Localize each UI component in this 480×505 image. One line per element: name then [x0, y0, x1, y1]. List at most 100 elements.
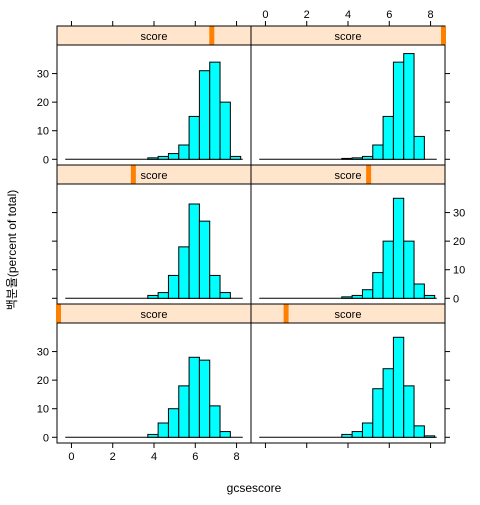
histogram-bar — [341, 296, 353, 299]
histogram-bar — [351, 294, 363, 299]
strip-marker-middle-left — [130, 165, 136, 184]
histogram-bar — [157, 155, 169, 160]
panel-middle-left: score — [56, 164, 252, 305]
x-tick-label: 4 — [345, 9, 351, 21]
histogram-bar — [403, 385, 415, 438]
x-axis-title: gcsescore — [227, 481, 282, 495]
plot-frame-bottom-left — [56, 322, 252, 444]
histogram-bar — [219, 101, 231, 160]
histogram-bar — [178, 144, 190, 160]
x-tick-label: 2 — [110, 451, 116, 463]
histogram-bar — [372, 144, 384, 160]
y-tick-label: 0 — [43, 154, 49, 166]
axes-layer: 0 2 4 6 8 0 2 4 6 8 0 10 20 30 0 10 20 30 0 10 20 30 — [37, 9, 466, 463]
histogram-bar — [372, 272, 384, 299]
histogram-bar — [382, 240, 394, 299]
histogram-bar — [382, 115, 394, 160]
y-tick-label: 20 — [37, 97, 49, 109]
strip-label-bottom-right: score — [335, 309, 362, 321]
histogram-bar — [413, 425, 425, 438]
histogram-bar — [167, 153, 180, 160]
x-tick-label: 2 — [304, 9, 310, 21]
histogram-bar — [392, 336, 405, 438]
panel-middle-right: score — [250, 164, 446, 305]
histogram-bar — [351, 157, 363, 160]
panel-top-right: score — [250, 25, 446, 166]
histogram-bar — [351, 431, 363, 438]
y-tick-label: 20 — [37, 375, 49, 387]
x-tick-label: 4 — [151, 451, 157, 463]
strip-label-bottom-left: score — [141, 309, 168, 321]
histogram-bar — [178, 385, 190, 438]
x-tick-label: 0 — [68, 451, 74, 463]
histogram-bar — [392, 197, 405, 299]
histogram-bar — [361, 289, 374, 299]
strip-marker-top-left — [209, 26, 215, 45]
histogram-bar — [188, 203, 200, 299]
x-tick-label: 8 — [233, 451, 239, 463]
histogram-bar — [209, 61, 221, 160]
panels-layer: score score score score score score — [56, 25, 446, 444]
histogram-bar — [198, 359, 211, 438]
histogram-bar — [372, 388, 384, 438]
histogram-bar — [361, 155, 374, 160]
histogram-bar — [423, 294, 436, 299]
histogram-bar — [167, 408, 180, 438]
histogram-bar — [413, 135, 425, 160]
panel-bottom-right: score — [250, 303, 446, 444]
histogram-bar — [382, 368, 394, 438]
histogram-bar — [413, 283, 425, 299]
y-tick-label: 20 — [453, 236, 465, 248]
histogram-bar — [229, 155, 242, 160]
histogram-bar — [147, 433, 159, 438]
y-tick-label: 10 — [37, 404, 49, 416]
histogram-bar — [361, 422, 374, 438]
panel-bottom-left: score — [56, 303, 252, 444]
histogram-bar — [188, 356, 200, 438]
histogram-bar — [198, 70, 211, 160]
histogram-bar — [209, 274, 221, 299]
strip-label-top-left: score — [141, 31, 168, 43]
x-tick-label: 6 — [192, 451, 198, 463]
histogram-bar — [167, 274, 180, 299]
histogram-bar — [403, 240, 415, 299]
y-tick-label: 0 — [43, 432, 49, 444]
histogram-bar — [392, 61, 405, 160]
strip-label-middle-right: score — [335, 170, 362, 182]
strip-marker-middle-right — [366, 165, 372, 184]
x-tick-label: 0 — [262, 9, 268, 21]
strip-label-middle-left: score — [141, 170, 168, 182]
strip-marker-bottom-left — [56, 304, 61, 323]
histogram-bar — [423, 435, 436, 438]
histogram-bar — [219, 292, 231, 299]
x-tick-label: 6 — [386, 9, 392, 21]
histogram-bar — [403, 53, 415, 160]
y-tick-label: 10 — [453, 265, 465, 277]
histogram-bar — [209, 405, 221, 438]
histogram-bar — [147, 157, 159, 160]
histogram-bar — [157, 292, 169, 299]
histogram-bar — [178, 246, 190, 299]
strip-marker-top-right — [441, 26, 446, 45]
plot-frame-bottom-right — [250, 322, 446, 444]
strip-marker-bottom-right — [283, 304, 289, 323]
histogram-bar — [147, 294, 159, 299]
y-tick-label: 30 — [37, 347, 49, 359]
histogram-bar — [219, 431, 231, 438]
y-tick-label: 30 — [453, 208, 465, 220]
y-tick-label: 0 — [453, 293, 459, 305]
histogram-bar — [188, 115, 200, 160]
histogram-bar — [198, 220, 211, 299]
y-tick-label: 10 — [37, 126, 49, 138]
y-tick-label: 30 — [37, 69, 49, 81]
strip-label-top-right: score — [335, 31, 362, 43]
panel-top-left: score — [56, 25, 252, 166]
histogram-bar — [341, 157, 353, 160]
histogram-bar — [341, 433, 353, 438]
x-tick-label: 8 — [427, 9, 433, 21]
plot-frame-middle-left — [56, 183, 252, 305]
histogram-bar — [157, 422, 169, 438]
y-axis-title: 백분율(percent of total) — [5, 190, 19, 311]
